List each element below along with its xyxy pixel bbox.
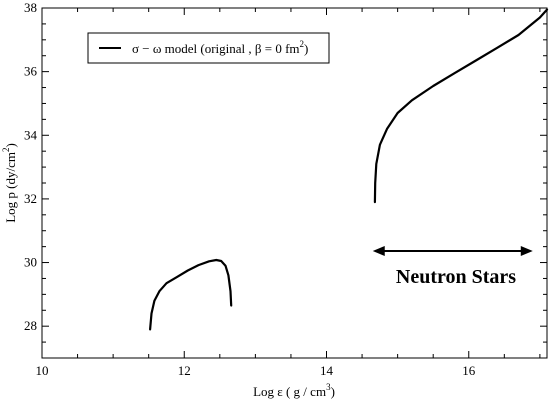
y-tick-label: 34 <box>24 127 38 142</box>
y-tick-label: 36 <box>24 64 38 79</box>
legend-box <box>87 32 330 64</box>
x-tick-label: 12 <box>178 363 191 378</box>
legend-entry: σ − ω model (original , β = 0 fm2) <box>132 39 308 56</box>
y-tick-label: 32 <box>24 191 37 206</box>
x-tick-label: 10 <box>36 363 49 378</box>
x-axis-label: Log ε ( g / cm3) <box>253 382 335 399</box>
x-tick-label: 14 <box>320 363 334 378</box>
y-axis-label: Log p (dy/cm2) <box>1 143 18 223</box>
y-tick-label: 28 <box>24 318 37 333</box>
series-line <box>373 8 549 204</box>
x-tick-label: 16 <box>462 363 476 378</box>
y-tick-label: 38 <box>24 0 37 15</box>
neutron-star-range-arrow <box>372 246 533 256</box>
neutron-stars-label: Neutron Stars <box>396 266 516 288</box>
series-line <box>149 258 233 331</box>
axis-ticks: 10 12 14 16 28 30 32 34 36 38 <box>24 0 547 378</box>
series-layer <box>149 8 549 331</box>
y-tick-label: 30 <box>24 255 37 270</box>
legend: σ − ω model (original , β = 0 fm2) <box>87 32 330 64</box>
arrow-head-left <box>372 246 385 256</box>
arrow-head-right <box>520 246 533 256</box>
